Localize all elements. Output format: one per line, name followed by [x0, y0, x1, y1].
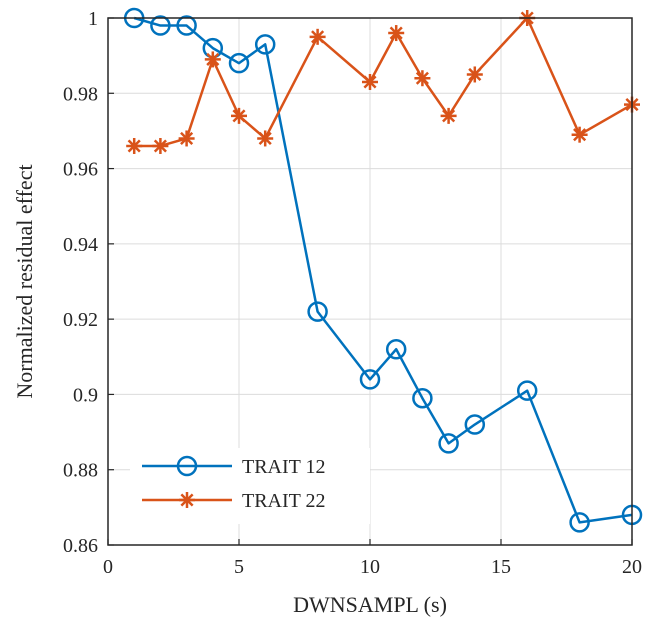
- data-point: [231, 107, 247, 124]
- data-point: [176, 15, 197, 36]
- data-point: [464, 414, 486, 435]
- legend: TRAIT 12 TRAIT 22: [130, 448, 370, 524]
- y-tick-label: 1: [88, 8, 98, 30]
- y-tick-label: 0.94: [63, 234, 98, 256]
- data-point: [126, 137, 143, 154]
- y-axis-label: Normalized residual effect: [12, 164, 37, 398]
- data-point: [412, 387, 433, 409]
- y-tick-label: 0.96: [63, 159, 98, 181]
- data-point: [152, 137, 169, 154]
- y-tick-label: 0.86: [63, 535, 98, 557]
- y-tick-label: 0.88: [63, 460, 98, 482]
- x-tick-label: 5: [234, 556, 244, 578]
- legend-marker: [176, 455, 198, 477]
- data-point: [466, 66, 483, 83]
- x-tick-label: 0: [103, 556, 113, 578]
- data-point: [254, 34, 276, 55]
- data-point: [385, 339, 407, 360]
- x-tick-label: 15: [491, 556, 511, 578]
- data-point: [228, 52, 250, 74]
- data-point: [307, 301, 328, 322]
- data-point: [388, 25, 405, 42]
- legend-label: TRAIT 22: [242, 490, 326, 512]
- data-point: [414, 70, 431, 87]
- y-tick-label: 0.9: [73, 384, 98, 406]
- tick-labels: 0 5 10 15 20 0.86 0.88 0.9 0.92 0.94 0.96 0.98 1: [63, 8, 642, 578]
- data-point: [309, 28, 326, 45]
- y-tick-label: 0.98: [63, 83, 98, 105]
- data-point: [178, 130, 195, 147]
- data-point: [516, 380, 538, 401]
- legend-label: TRAIT 12: [242, 456, 326, 478]
- data-point: [571, 126, 588, 143]
- legend-box: [130, 448, 370, 524]
- series-line: [133, 16, 633, 524]
- data-point: [204, 51, 221, 68]
- legend-entry: TRAIT 22: [142, 490, 326, 512]
- legend-entry: TRAIT 12: [142, 455, 326, 478]
- data-point: [438, 433, 459, 454]
- series-1: [126, 10, 640, 154]
- data-point: [257, 130, 274, 147]
- data-point: [569, 512, 590, 533]
- data-point: [359, 369, 381, 390]
- x-axis-label: DWNSAMPL (s): [293, 592, 447, 617]
- data-point: [150, 15, 171, 36]
- x-tick-label: 10: [360, 556, 380, 578]
- legend-marker: [179, 492, 195, 508]
- series-line: [134, 16, 633, 148]
- data-point: [440, 107, 457, 124]
- series-0: [123, 7, 643, 533]
- y-tick-label: 0.92: [63, 309, 98, 331]
- data-point: [362, 73, 378, 90]
- x-tick-label: 20: [622, 556, 642, 578]
- series-layer: [123, 7, 643, 533]
